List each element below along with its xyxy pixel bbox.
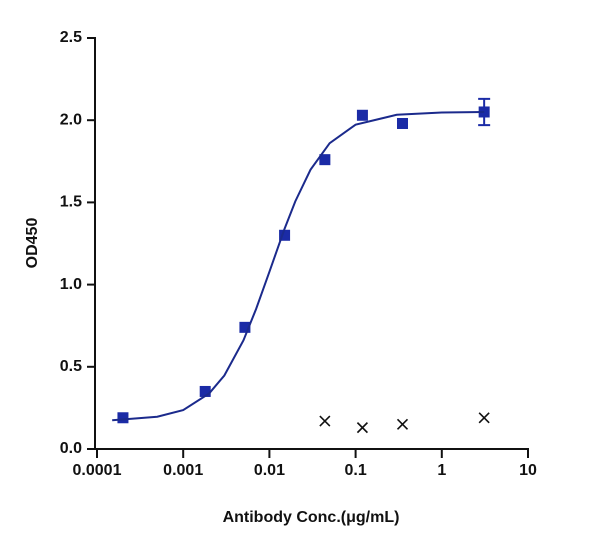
- excluded-marker: [319, 415, 331, 427]
- x-tick-label: 0.1: [344, 462, 366, 479]
- excluded-marker: [478, 412, 490, 424]
- y-tick-label: 0.0: [60, 440, 82, 457]
- x-axis-title: Antibody Conc.(μg/mL): [223, 509, 400, 526]
- fit-curve: [112, 110, 485, 422]
- data-point: [356, 109, 368, 121]
- x-tick-label: 0.0001: [73, 462, 122, 479]
- x-tick-label: 10: [519, 462, 537, 479]
- data-point: [239, 321, 251, 333]
- y-tick-label: 2.0: [60, 111, 82, 128]
- excluded-marker: [396, 418, 409, 430]
- data-point: [396, 117, 408, 129]
- excluded-marker: [356, 422, 368, 434]
- y-tick-label: 1.0: [60, 276, 82, 293]
- data-point: [279, 229, 291, 241]
- data-point: [199, 385, 211, 397]
- x-tick-label: 0.01: [254, 462, 285, 479]
- y-tick-label: 2.5: [60, 29, 82, 46]
- data-point: [117, 412, 129, 424]
- y-axis-title: OD450: [24, 218, 41, 269]
- y-tick-label: 1.5: [60, 194, 82, 211]
- x-tick-label: 1: [437, 462, 446, 479]
- data-point: [319, 154, 331, 166]
- x-tick-label: 0.001: [163, 462, 203, 479]
- y-tick-label: 0.5: [60, 358, 82, 375]
